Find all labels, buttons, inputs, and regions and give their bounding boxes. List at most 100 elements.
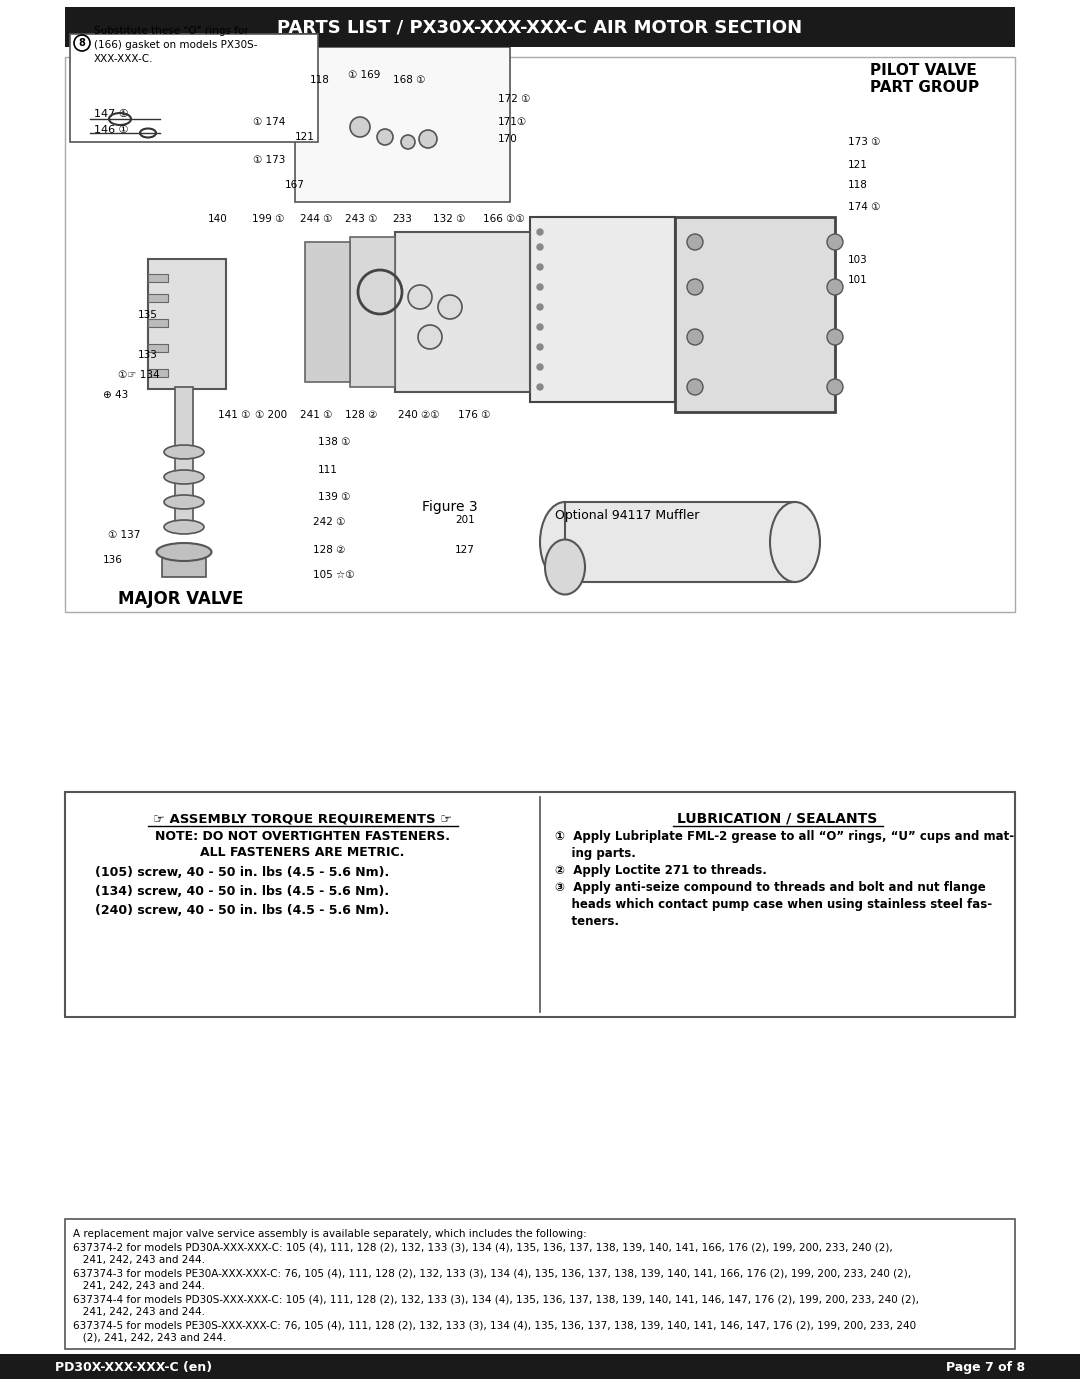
Text: Figure 3: Figure 3 (422, 500, 477, 514)
FancyBboxPatch shape (675, 217, 835, 412)
Circle shape (537, 324, 543, 330)
Text: PILOT VALVE
PART GROUP: PILOT VALVE PART GROUP (870, 63, 980, 95)
Text: 128 ②: 128 ② (345, 409, 377, 420)
Text: 174 ①: 174 ① (848, 203, 880, 212)
FancyBboxPatch shape (70, 34, 318, 142)
Text: Page 7 of 8: Page 7 of 8 (946, 1362, 1025, 1375)
Text: 168 ①: 168 ① (393, 75, 426, 85)
Text: 241 ①: 241 ① (300, 409, 333, 420)
Text: 136: 136 (103, 555, 123, 564)
FancyBboxPatch shape (305, 242, 350, 381)
Text: ⊕ 43: ⊕ 43 (103, 390, 129, 400)
FancyBboxPatch shape (565, 502, 795, 583)
Text: 105 ☆①: 105 ☆① (313, 570, 354, 580)
Text: A replacement major valve service assembly is available separately, which includ: A replacement major valve service assemb… (73, 1229, 586, 1239)
Text: (240) screw, 40 - 50 in. lbs (4.5 - 5.6 Nm).: (240) screw, 40 - 50 in. lbs (4.5 - 5.6 … (95, 904, 389, 916)
Circle shape (418, 326, 442, 349)
Text: 244 ①: 244 ① (300, 214, 333, 224)
Text: 140: 140 (208, 214, 228, 224)
Circle shape (537, 365, 543, 370)
Text: 637374-3 for models PE30A-XXX-XXX-C: 76, 105 (4), 111, 128 (2), 132, 133 (3), 13: 637374-3 for models PE30A-XXX-XXX-C: 76,… (73, 1268, 912, 1278)
Text: NOTE: DO NOT OVERTIGHTEN FASTENERS.: NOTE: DO NOT OVERTIGHTEN FASTENERS. (156, 830, 450, 842)
Ellipse shape (164, 446, 204, 460)
Text: ②  Apply Loctite 271 to threads.: ② Apply Loctite 271 to threads. (555, 863, 767, 877)
Text: 166 ①①: 166 ①① (483, 214, 525, 224)
Text: heads which contact pump case when using stainless steel fas-: heads which contact pump case when using… (555, 898, 993, 911)
FancyBboxPatch shape (148, 258, 226, 388)
Text: ③  Apply anti-seize compound to threads and bolt and nut flange: ③ Apply anti-seize compound to threads a… (555, 882, 986, 894)
Ellipse shape (545, 539, 585, 595)
Ellipse shape (164, 469, 204, 483)
Text: 141 ①: 141 ① (218, 409, 251, 420)
Circle shape (350, 117, 370, 137)
Text: 121: 121 (848, 161, 868, 170)
Text: LUBRICATION / SEALANTS: LUBRICATION / SEALANTS (677, 812, 878, 826)
Text: ①  Apply Lubriplate FML-2 grease to all “O” rings, “U” cups and mat-: ① Apply Lubriplate FML-2 grease to all “… (555, 830, 1014, 842)
Text: 103: 103 (848, 256, 867, 265)
FancyBboxPatch shape (0, 1356, 1080, 1379)
Ellipse shape (770, 502, 820, 583)
Text: ing parts.: ing parts. (555, 847, 636, 861)
Circle shape (537, 305, 543, 310)
FancyBboxPatch shape (530, 217, 675, 402)
Text: 132 ①: 132 ① (433, 214, 465, 224)
Text: 173 ①: 173 ① (848, 137, 880, 147)
Circle shape (537, 264, 543, 270)
Text: 127: 127 (455, 545, 475, 555)
Circle shape (827, 330, 843, 345)
Circle shape (687, 279, 703, 295)
Text: ☞ ASSEMBLY TORQUE REQUIREMENTS ☞: ☞ ASSEMBLY TORQUE REQUIREMENTS ☞ (153, 812, 453, 826)
Text: 176 ①: 176 ① (458, 409, 490, 420)
Text: ① 137: ① 137 (108, 529, 140, 541)
Circle shape (537, 284, 543, 291)
Circle shape (537, 244, 543, 250)
Text: 241, 242, 243 and 244.: 241, 242, 243 and 244. (73, 1308, 205, 1317)
Ellipse shape (157, 543, 212, 562)
Circle shape (419, 130, 437, 148)
Text: 171①: 171① (498, 117, 527, 127)
Text: 241, 242, 243 and 244.: 241, 242, 243 and 244. (73, 1281, 205, 1291)
Circle shape (377, 129, 393, 145)
Ellipse shape (164, 520, 204, 534)
Text: 128 ②: 128 ② (313, 545, 346, 555)
Circle shape (438, 295, 462, 319)
Text: ① 174: ① 174 (253, 117, 285, 127)
Text: 233: 233 (392, 214, 411, 224)
Text: Substitute these “O” rings for
(166) gasket on models PX30S-
XXX-XXX-C.: Substitute these “O” rings for (166) gas… (94, 27, 257, 64)
Text: 111: 111 (318, 465, 338, 475)
Text: 135: 135 (138, 310, 158, 320)
FancyBboxPatch shape (148, 274, 168, 282)
Text: 201: 201 (455, 515, 475, 525)
Circle shape (687, 235, 703, 250)
Text: 243 ①: 243 ① (345, 214, 377, 224)
Text: 146 ①: 146 ① (94, 124, 129, 136)
Circle shape (827, 379, 843, 395)
Text: ①☞ 134: ①☞ 134 (118, 370, 160, 380)
Circle shape (75, 35, 90, 52)
Text: 118: 118 (310, 75, 329, 85)
FancyBboxPatch shape (148, 293, 168, 302)
FancyBboxPatch shape (148, 369, 168, 377)
FancyBboxPatch shape (350, 237, 395, 387)
Text: PD30X-XXX-XXX-C (en): PD30X-XXX-XXX-C (en) (55, 1362, 212, 1375)
Text: 242 ①: 242 ① (313, 517, 346, 527)
Text: (134) screw, 40 - 50 in. lbs (4.5 - 5.6 Nm).: (134) screw, 40 - 50 in. lbs (4.5 - 5.6 … (95, 886, 389, 898)
Text: MAJOR VALVE: MAJOR VALVE (118, 590, 243, 608)
Text: 172 ①: 172 ① (498, 94, 530, 103)
Ellipse shape (164, 495, 204, 509)
FancyBboxPatch shape (65, 57, 1015, 612)
FancyBboxPatch shape (175, 387, 193, 527)
Text: 121: 121 (295, 131, 315, 142)
Text: 637374-4 for models PD30S-XXX-XXX-C: 105 (4), 111, 128 (2), 132, 133 (3), 134 (4: 637374-4 for models PD30S-XXX-XXX-C: 105… (73, 1294, 919, 1303)
Circle shape (687, 379, 703, 395)
Text: 637374-5 for models PE30S-XXX-XXX-C: 76, 105 (4), 111, 128 (2), 132, 133 (3), 13: 637374-5 for models PE30S-XXX-XXX-C: 76,… (73, 1320, 916, 1330)
Text: 241, 242, 243 and 244.: 241, 242, 243 and 244. (73, 1255, 205, 1266)
Text: (2), 241, 242, 243 and 244.: (2), 241, 242, 243 and 244. (73, 1333, 226, 1343)
FancyBboxPatch shape (65, 7, 1015, 47)
Text: 199 ①: 199 ① (252, 214, 284, 224)
Circle shape (827, 279, 843, 295)
Text: teners.: teners. (555, 915, 619, 928)
FancyBboxPatch shape (65, 792, 1015, 1017)
Text: 637374-2 for models PD30A-XXX-XXX-C: 105 (4), 111, 128 (2), 132, 133 (3), 134 (4: 637374-2 for models PD30A-XXX-XXX-C: 105… (73, 1242, 893, 1252)
Circle shape (408, 285, 432, 309)
